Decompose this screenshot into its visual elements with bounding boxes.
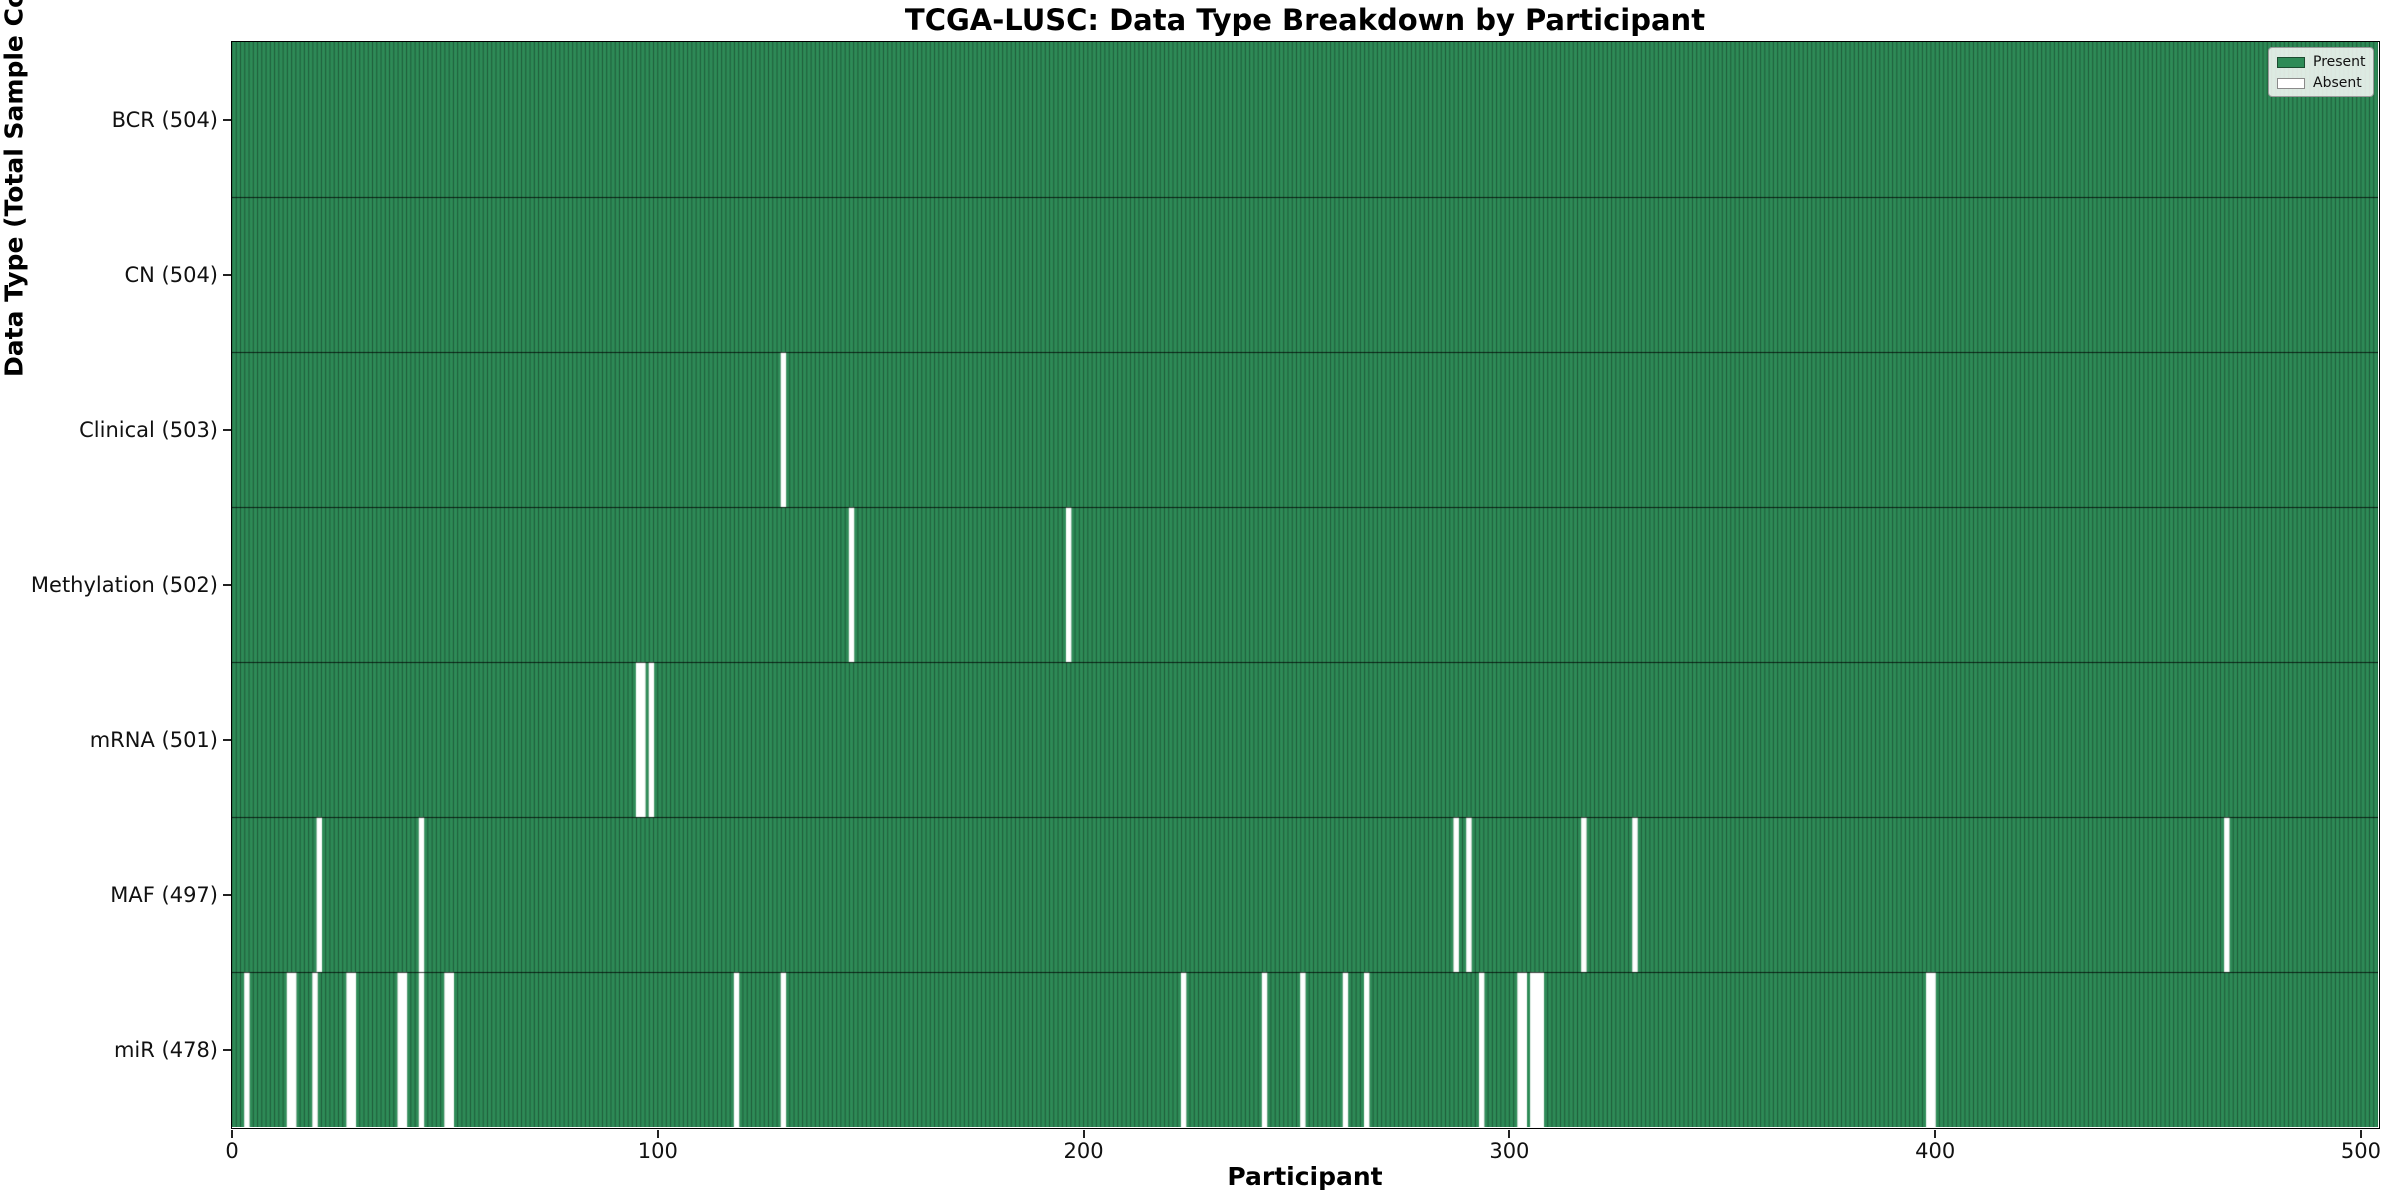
- y-tick-label: BCR (504): [111, 107, 218, 132]
- x-tick-label: 0: [225, 1139, 239, 1163]
- y-tick-label: CN (504): [124, 262, 218, 287]
- x-tick-mark: [1508, 1130, 1511, 1138]
- absent-swatch-icon: [2277, 77, 2305, 89]
- y-tick-mark: [223, 1048, 231, 1051]
- x-tick-mark: [1082, 1130, 1085, 1138]
- y-tick-label: Methylation (502): [30, 572, 218, 597]
- y-tick-label: Clinical (503): [79, 417, 218, 442]
- x-tick-label: 300: [1489, 1139, 1530, 1163]
- plot-area: [231, 41, 2380, 1129]
- y-tick-mark: [223, 428, 231, 431]
- x-tick-label: 500: [2340, 1139, 2381, 1163]
- y-axis-label: Data Type (Total Sample Count): [0, 0, 29, 377]
- y-tick-mark: [223, 583, 231, 586]
- x-axis-label: Participant: [1227, 1162, 1383, 1191]
- x-tick-mark: [231, 1130, 233, 1138]
- y-tick-mark: [223, 273, 231, 276]
- x-tick-label: 200: [1063, 1139, 1104, 1163]
- y-tick-mark: [223, 893, 231, 896]
- legend-item-present: Present: [2277, 54, 2366, 70]
- x-tick-mark: [1934, 1130, 1937, 1138]
- present-swatch-icon: [2277, 56, 2305, 68]
- y-tick-label: MAF (497): [110, 882, 218, 907]
- legend-label-present: Present: [2313, 54, 2366, 70]
- x-tick-label: 100: [637, 1139, 678, 1163]
- x-tick-mark: [2359, 1130, 2362, 1138]
- x-tick-mark: [656, 1130, 659, 1138]
- legend-item-absent: Absent: [2277, 75, 2365, 91]
- y-tick-label: mRNA (501): [89, 727, 218, 752]
- plot-canvas: [232, 42, 2378, 1127]
- chart-title: TCGA-LUSC: Data Type Breakdown by Partic…: [904, 3, 1706, 37]
- legend-label-absent: Absent: [2313, 75, 2362, 91]
- y-tick-mark: [223, 738, 231, 741]
- y-tick-label: miR (478): [113, 1037, 218, 1062]
- legend: Present Absent: [2268, 47, 2374, 97]
- y-tick-mark: [223, 118, 231, 121]
- x-tick-label: 400: [1915, 1139, 1956, 1163]
